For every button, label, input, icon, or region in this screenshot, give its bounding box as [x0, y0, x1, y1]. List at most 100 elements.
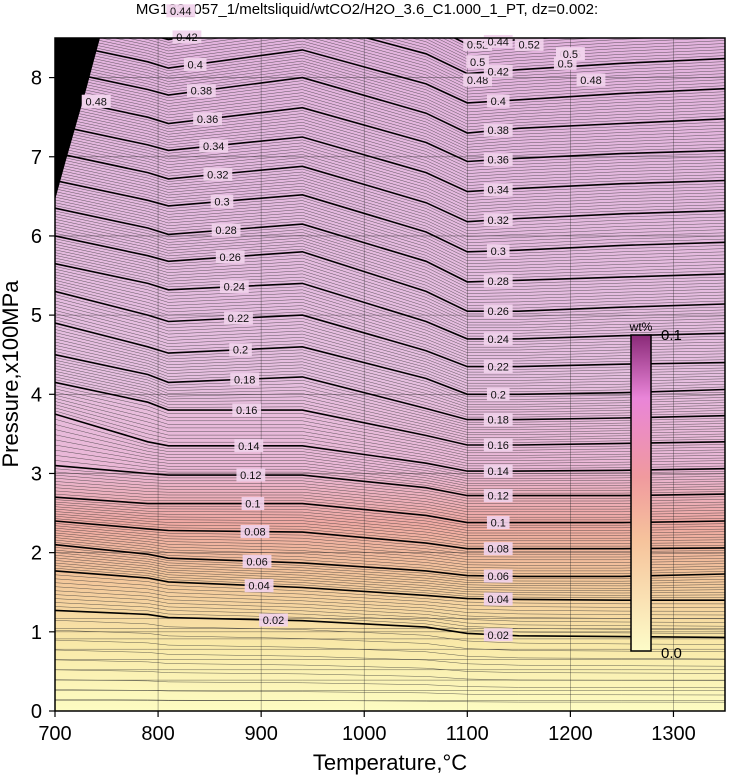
svg-text:0.48: 0.48 [467, 75, 488, 87]
major-contour-lines [55, 38, 725, 639]
minor-contour-line [55, 404, 725, 464]
contour-line-0.14 [55, 413, 725, 472]
minor-contour-line [55, 188, 725, 262]
contour-label: 0.06 [483, 569, 513, 583]
svg-text:0.42: 0.42 [488, 66, 509, 78]
minor-contour-line [55, 141, 725, 210]
contour-label: 0.4 [486, 94, 510, 108]
minor-contour-line [55, 513, 725, 542]
svg-text:0.02: 0.02 [263, 615, 284, 627]
svg-text:0.4: 0.4 [491, 96, 506, 108]
minor-contour-line [55, 216, 725, 291]
minor-contour-line [55, 232, 725, 309]
minor-contour-line [55, 116, 725, 183]
minor-contour-line [388, 38, 725, 69]
contour-label: 0.32 [483, 213, 513, 227]
minor-contour-line [442, 38, 655, 51]
contour-label: 0.36 [483, 153, 513, 167]
contour-line-0.34 [55, 124, 725, 193]
minor-contour-line [422, 38, 725, 60]
minor-contour-line [55, 138, 725, 207]
minor-contour-line [55, 385, 725, 448]
y-tick-label: 1 [31, 622, 42, 644]
minor-contour-line [55, 606, 725, 634]
minor-contour-line [55, 418, 725, 474]
minor-contour-line [55, 515, 725, 544]
y-tick-label: 6 [31, 226, 42, 248]
minor-contour-line [55, 560, 725, 591]
contour-label: 0.3 [486, 244, 510, 258]
minor-contour-line [55, 582, 725, 612]
y-tick-label: 5 [31, 305, 42, 327]
minor-contour-line [55, 155, 725, 225]
minor-contour-line [55, 429, 725, 479]
minor-contour-line [55, 288, 725, 365]
minor-contour-line [55, 460, 725, 494]
minor-contour-line [55, 586, 725, 616]
svg-text:0.04: 0.04 [248, 581, 269, 593]
contour-label: 0.1 [486, 516, 510, 530]
minor-contour-line [55, 362, 725, 428]
minor-contour-line [55, 547, 725, 580]
minor-contour-line [55, 468, 725, 499]
contour-label: 0.14 [483, 464, 513, 478]
minor-contour-line [55, 91, 725, 157]
minor-contour-line [55, 160, 725, 231]
minor-contour-line [55, 357, 725, 423]
contour-label: 0.38 [186, 84, 216, 98]
y-tick-label: 3 [31, 463, 42, 485]
colorbar-min-label: 0.0 [661, 645, 682, 662]
y-tick-label: 4 [31, 384, 42, 406]
svg-text:0.02: 0.02 [488, 630, 509, 642]
contour-label: 0.08 [240, 525, 270, 539]
svg-text:0.38: 0.38 [488, 125, 509, 137]
minor-contour-line [55, 230, 725, 306]
y-tick-label: 7 [31, 147, 42, 169]
colorbar-max-label: 0.1 [661, 327, 682, 344]
svg-text:0.24: 0.24 [488, 334, 509, 346]
svg-text:0.08: 0.08 [244, 527, 265, 539]
contour-label: 0.18 [230, 372, 260, 386]
minor-contour-line [55, 391, 725, 454]
minor-contour-line [55, 434, 725, 482]
minor-contour-line [55, 122, 725, 189]
minor-contour-line [55, 398, 725, 459]
contour-line-0.1 [55, 496, 725, 524]
minor-contour-line [55, 300, 725, 376]
minor-contour-line [55, 169, 725, 240]
contour-label: 0.44 [483, 34, 513, 48]
contour-label: 0.02 [259, 613, 288, 627]
minor-contour-line [55, 530, 725, 561]
minor-contour-line [55, 38, 725, 101]
contour-line-0.08 [55, 520, 725, 550]
minor-contour-line [55, 135, 725, 204]
minor-contour-line [55, 424, 725, 477]
svg-text:0.48: 0.48 [86, 96, 107, 108]
contour-label: 0.14 [234, 439, 264, 453]
minor-contour-line [55, 58, 725, 122]
svg-text:0.4: 0.4 [188, 59, 203, 71]
minor-contour-lines [55, 38, 725, 703]
contour-label: 0.12 [236, 468, 266, 482]
minor-contour-line [55, 50, 725, 113]
contour-label: 0.1 [241, 497, 265, 511]
contour-line-0.42 [159, 38, 725, 75]
minor-contour-line [55, 506, 725, 534]
svg-text:0.34: 0.34 [203, 141, 224, 153]
contour-label: 0.5 [559, 47, 582, 61]
minor-contour-line [55, 183, 725, 256]
minor-contour-line [55, 144, 725, 213]
minor-contour-line [55, 699, 725, 703]
minor-contour-line [55, 219, 725, 294]
minor-contour-line [55, 539, 725, 572]
contour-label: 0.04 [483, 592, 513, 606]
minor-contour-line [55, 679, 725, 689]
minor-contour-line [55, 94, 725, 159]
svg-text:0.5: 0.5 [470, 57, 485, 69]
minor-contour-line [55, 534, 725, 566]
minor-contour-line [55, 557, 725, 589]
colorbar-unit-label: wt% [629, 320, 653, 334]
svg-text:0.1: 0.1 [491, 518, 506, 530]
minor-contour-line [55, 86, 725, 151]
minor-contour-line [55, 306, 725, 381]
